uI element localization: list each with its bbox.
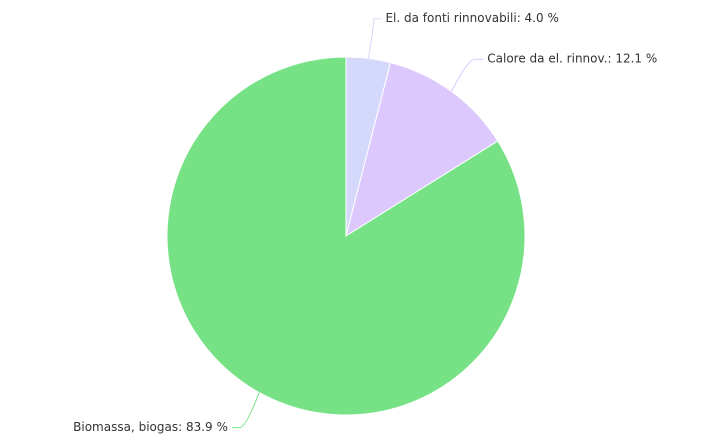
pie-slice [166, 56, 526, 416]
data-label: Calore da el. rinnov.: 12.1 % [487, 52, 657, 66]
leader-line [367, 18, 382, 59]
leader-line [231, 392, 260, 429]
data-label: El. da fonti rinnovabili: 4.0 % [385, 11, 558, 25]
leader-line [451, 58, 484, 92]
pie-slice [345, 62, 499, 238]
data-label: Biomassa, biogas: 83.9 % [73, 420, 228, 434]
